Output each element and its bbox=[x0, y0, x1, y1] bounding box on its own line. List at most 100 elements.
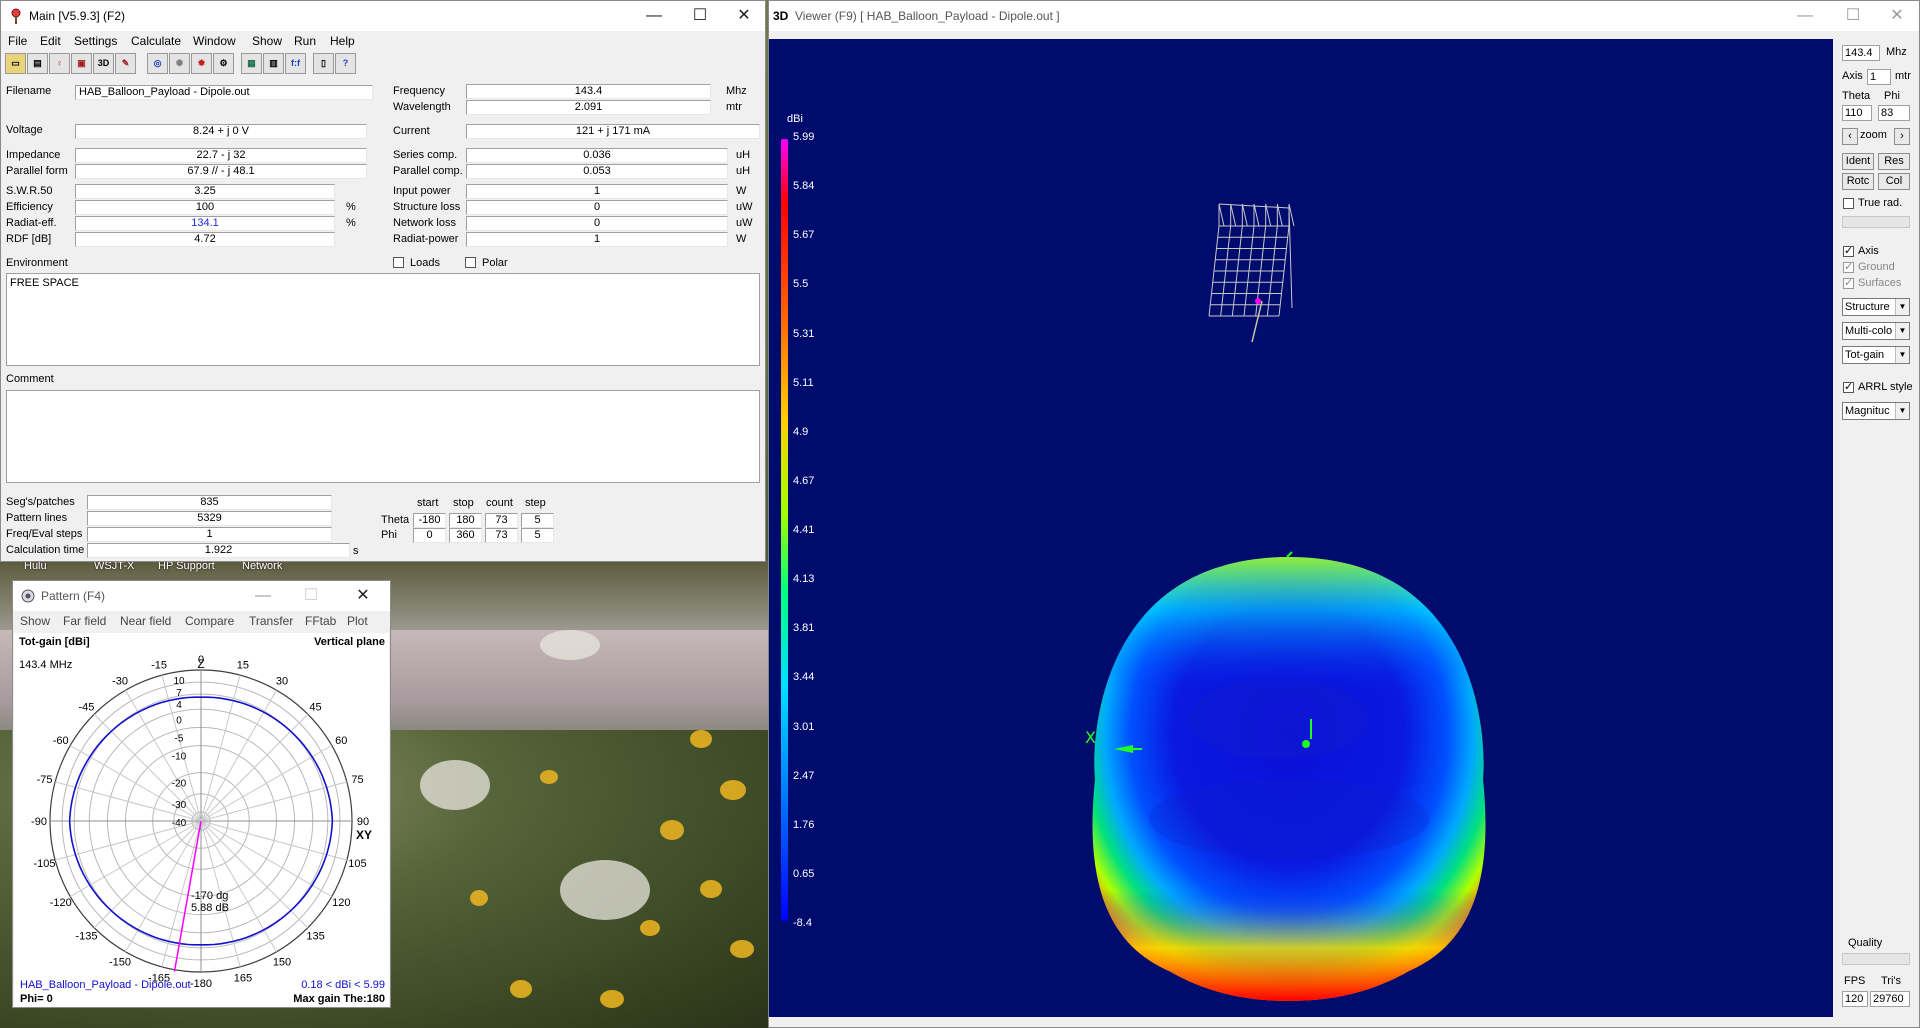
zoom-in-button[interactable]: › bbox=[1894, 128, 1910, 145]
pattern-menu-fftab[interactable]: FFtab bbox=[305, 614, 337, 628]
minimize-button[interactable]: — bbox=[646, 7, 662, 24]
pattern-menu-show[interactable]: Show bbox=[20, 614, 51, 628]
theta-step[interactable]: 5 bbox=[521, 513, 554, 528]
filename-field[interactable]: HAB_Balloon_Payload - Dipole.out bbox=[75, 85, 373, 100]
phi-step[interactable]: 5 bbox=[521, 528, 554, 543]
pattern-icon[interactable]: ✹ bbox=[191, 53, 212, 74]
menu-settings[interactable]: Settings bbox=[74, 34, 118, 48]
pattern-titlebar[interactable]: Pattern (F4) — ☐ ✕ bbox=[13, 581, 390, 611]
wavelength-label: Wavelength bbox=[393, 101, 451, 113]
save-icon[interactable]: ▤ bbox=[27, 53, 48, 74]
menu-run[interactable]: Run bbox=[294, 34, 317, 48]
desktop-icon-hulu[interactable]: Hulu bbox=[24, 560, 47, 572]
open-file-icon[interactable]: ▭ bbox=[5, 53, 26, 74]
menu-window[interactable]: Window bbox=[193, 34, 236, 48]
polar-spoke bbox=[55, 781, 202, 822]
pattern-menu-near-field[interactable]: Near field bbox=[120, 614, 172, 628]
phi-start[interactable]: 0 bbox=[413, 528, 446, 543]
ratio-icon[interactable]: f:f bbox=[285, 53, 306, 74]
viewer-freq-field[interactable]: 143.4 bbox=[1842, 45, 1880, 61]
calculator-icon[interactable]: ▦ bbox=[241, 53, 262, 74]
magnitude-select[interactable]: Magnituc ▼ bbox=[1842, 402, 1910, 420]
colorbar bbox=[781, 139, 788, 921]
rdf-field: 4.72 bbox=[75, 232, 335, 247]
viewer-titlebar[interactable]: 3D Viewer (F9) [ HAB_Balloon_Payload - D… bbox=[769, 1, 1919, 31]
polar-z-label: Z bbox=[197, 657, 204, 671]
pattern-close-button[interactable]: ✕ bbox=[356, 587, 370, 604]
help-icon[interactable]: ? bbox=[335, 53, 356, 74]
gain-type-select[interactable]: Tot-gain ▼ bbox=[1842, 346, 1910, 364]
viewer-window: 3D Viewer (F9) [ HAB_Balloon_Payload - D… bbox=[768, 0, 1920, 1028]
close-button[interactable]: ✕ bbox=[737, 7, 751, 24]
menu-calculate[interactable]: Calculate bbox=[131, 34, 182, 48]
polar-checkbox[interactable] bbox=[465, 257, 476, 268]
pattern-menu-plot[interactable]: Plot bbox=[347, 614, 368, 628]
polar-angle-label: -135 bbox=[75, 931, 97, 943]
true-rad-slider[interactable] bbox=[1842, 216, 1910, 228]
phi-count[interactable]: 73 bbox=[485, 528, 518, 543]
frequency-field[interactable]: 143.4 bbox=[466, 84, 711, 99]
colorbar-tick-label: 0.65 bbox=[793, 867, 815, 880]
series-comp-field: 0.036 bbox=[466, 148, 728, 163]
arrl-style-checkbox[interactable] bbox=[1843, 380, 1854, 393]
far-field-icon[interactable]: ◎ bbox=[147, 53, 168, 74]
pattern-lines-field: 5329 bbox=[87, 511, 332, 526]
zoom-out-button[interactable]: ‹ bbox=[1842, 128, 1858, 145]
polar-cursor-gain: 5.88 dB bbox=[191, 902, 229, 914]
book-icon[interactable]: ▯ bbox=[313, 53, 334, 74]
loads-checkbox[interactable] bbox=[393, 257, 404, 268]
viewer-close-button[interactable]: ✕ bbox=[1890, 7, 1904, 24]
current-field: 121 + j 171 mA bbox=[466, 124, 760, 139]
environment-textarea[interactable]: FREE SPACE bbox=[6, 273, 760, 366]
menu-show[interactable]: Show bbox=[252, 34, 283, 48]
desktop-icon-network[interactable]: Network bbox=[242, 560, 283, 572]
structure-select[interactable]: Structure ▼ bbox=[1842, 298, 1910, 316]
viewer-minimize-button[interactable]: — bbox=[1797, 7, 1813, 24]
3d-viewport[interactable]: dBi 5.99 5.84 5.67 5.5 5.31 5.11 4.9 4.67 4.41 4.… bbox=[769, 39, 1833, 1017]
phi-stop[interactable]: 360 bbox=[449, 528, 482, 543]
antenna-icon[interactable]: ♀ bbox=[49, 53, 70, 74]
menu-help[interactable]: Help bbox=[330, 34, 355, 48]
pattern-menu-far-field[interactable]: Far field bbox=[63, 614, 107, 628]
menu-edit[interactable]: Edit bbox=[40, 34, 61, 48]
table-icon[interactable]: ▥ bbox=[263, 53, 284, 74]
polar-ring-label: -40 bbox=[172, 818, 187, 829]
comment-textarea[interactable] bbox=[6, 390, 760, 483]
viewer-axis-field[interactable]: 1 bbox=[1867, 69, 1891, 85]
menu-file[interactable]: File bbox=[8, 34, 28, 48]
pattern-maximize-button[interactable]: ☐ bbox=[303, 587, 319, 604]
pattern-window: Pattern (F4) — ☐ ✕ Show Far field Near f… bbox=[12, 580, 391, 1008]
quality-slider[interactable] bbox=[1842, 953, 1910, 965]
chevron-down-icon: ▼ bbox=[1895, 299, 1909, 315]
geometry-icon[interactable]: ▣ bbox=[71, 53, 92, 74]
optimizer-icon[interactable]: ⚙ bbox=[213, 53, 234, 74]
res-button[interactable]: Res bbox=[1878, 153, 1910, 170]
colorbar-tick-label: 5.99 bbox=[793, 131, 815, 143]
colorbar-tick-label: 5.31 bbox=[793, 327, 815, 340]
pattern-canvas[interactable]: Tot-gain [dBi] Vertical plane 143.4 MHz … bbox=[14, 633, 389, 1007]
radiat-eff-unit: % bbox=[346, 217, 356, 229]
parallel-comp-unit: uH bbox=[736, 165, 751, 177]
viewer-theta-field[interactable]: 110 bbox=[1842, 105, 1872, 121]
theta-count[interactable]: 73 bbox=[485, 513, 518, 528]
viewer-maximize-button[interactable]: ☐ bbox=[1845, 7, 1861, 24]
rotc-button[interactable]: Rotc bbox=[1842, 173, 1874, 190]
desktop-icon-wsjtx[interactable]: WSJT-X bbox=[94, 560, 135, 572]
3d-icon[interactable]: 3D bbox=[93, 53, 114, 74]
axis-checkbox[interactable] bbox=[1843, 244, 1854, 257]
theta-start[interactable]: -180 bbox=[413, 513, 446, 528]
pattern-menu-compare[interactable]: Compare bbox=[185, 614, 235, 628]
main-titlebar[interactable]: Main [V5.9.3] (F2) — ☐ ✕ bbox=[1, 1, 765, 31]
col-button[interactable]: Col bbox=[1878, 173, 1910, 190]
viewer-phi-field[interactable]: 83 bbox=[1878, 105, 1910, 121]
ident-button[interactable]: Ident bbox=[1842, 153, 1874, 170]
theta-stop[interactable]: 180 bbox=[449, 513, 482, 528]
true-rad-checkbox[interactable] bbox=[1843, 198, 1854, 209]
pattern-minimize-button[interactable]: — bbox=[255, 587, 271, 604]
edit-icon[interactable]: ✎ bbox=[115, 53, 136, 74]
near-field-icon[interactable]: ✺ bbox=[169, 53, 190, 74]
color-mode-select[interactable]: Multi-colo ▼ bbox=[1842, 322, 1910, 340]
maximize-button[interactable]: ☐ bbox=[692, 7, 708, 24]
pattern-menu-transfer[interactable]: Transfer bbox=[249, 614, 294, 628]
desktop-icon-hp-support[interactable]: HP Support bbox=[158, 560, 215, 572]
